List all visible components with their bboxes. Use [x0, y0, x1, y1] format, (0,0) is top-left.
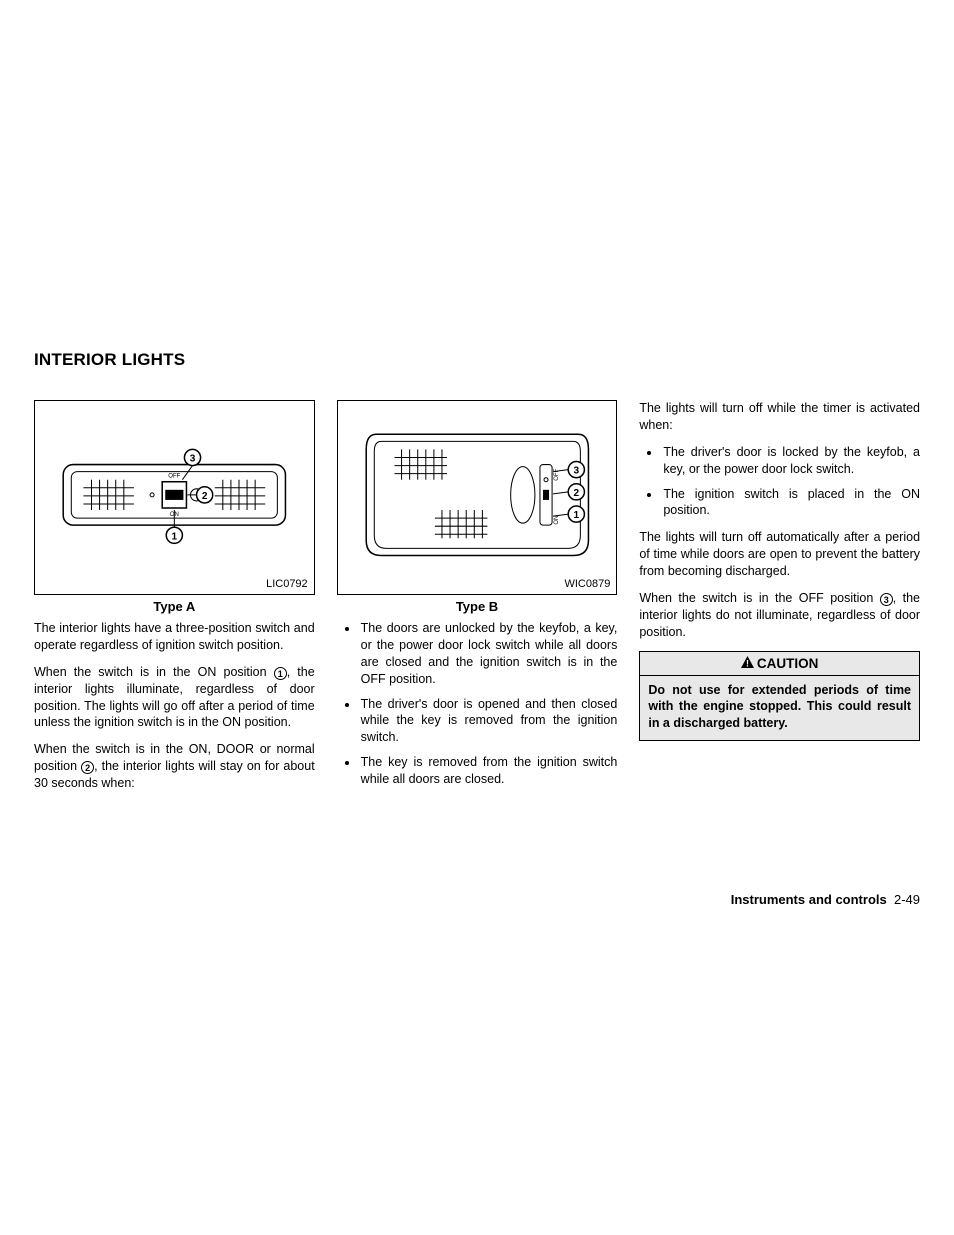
- section-title: INTERIOR LIGHTS: [34, 350, 920, 370]
- svg-text:1: 1: [172, 531, 178, 542]
- col2-list: The doors are unlocked by the keyfob, a …: [337, 620, 618, 788]
- circled-1-icon: 1: [274, 667, 287, 680]
- col3-list: The driver's door is locked by the keyfo…: [639, 444, 920, 520]
- col1-p2a: When the switch is in the ON position: [34, 665, 274, 679]
- footer-page: 2-49: [894, 892, 920, 907]
- caution-body: Do not use for extended periods of time …: [640, 676, 919, 741]
- svg-text:3: 3: [190, 454, 196, 465]
- svg-text:2: 2: [573, 488, 579, 499]
- col3-p3: When the switch is in the OFF position 3…: [639, 590, 920, 641]
- col2-b2: The driver's door is opened and then clo…: [359, 696, 618, 747]
- circled-2-icon: 2: [81, 761, 94, 774]
- svg-text:2: 2: [202, 491, 208, 502]
- svg-text:ON: ON: [554, 516, 560, 525]
- svg-text:3: 3: [573, 466, 579, 477]
- circled-3-icon: 3: [880, 593, 893, 606]
- figure-b-box: OFF ON 3 2 1 WIC0879: [337, 400, 618, 595]
- caution-heading-text: CAUTION: [757, 656, 819, 671]
- figure-a-box: OFF ON 3 2 1 LIC0792: [34, 400, 315, 595]
- col3-b2: The ignition switch is placed in the ON …: [661, 486, 920, 520]
- page-footer: Instruments and controls 2-49: [731, 892, 920, 907]
- col3-p2: The lights will turn off automatically a…: [639, 529, 920, 580]
- figure-b-svg: OFF ON 3 2 1: [346, 409, 609, 571]
- col3-p3a: When the switch is in the OFF position: [639, 591, 879, 605]
- figure-a-title: Type A: [34, 599, 315, 614]
- column-2: OFF ON 3 2 1 WIC0879 Type B The doors: [337, 400, 618, 802]
- label-off: OFF: [168, 474, 180, 480]
- col2-b1: The doors are unlocked by the keyfob, a …: [359, 620, 618, 688]
- col1-p3: When the switch is in the ON, DOOR or no…: [34, 741, 315, 792]
- column-3: The lights will turn off while the timer…: [639, 400, 920, 802]
- figure-b-code: WIC0879: [564, 578, 610, 590]
- svg-text:1: 1: [573, 510, 579, 521]
- svg-text:!: !: [746, 658, 749, 668]
- col3-p1: The lights will turn off while the timer…: [639, 400, 920, 434]
- manual-page: INTERIOR LIGHTS: [0, 0, 954, 802]
- col2-b3: The key is removed from the ignition swi…: [359, 754, 618, 788]
- col3-b1: The driver's door is locked by the keyfo…: [661, 444, 920, 478]
- col1-p2: When the switch is in the ON position 1,…: [34, 664, 315, 732]
- figure-a-code: LIC0792: [266, 578, 308, 590]
- figure-a-svg: OFF ON 3 2 1: [43, 409, 306, 571]
- three-column-layout: OFF ON 3 2 1 LIC0792 Type A The interior…: [34, 400, 920, 802]
- col1-p1: The interior lights have a three-positio…: [34, 620, 315, 654]
- caution-box: ! CAUTION Do not use for extended period…: [639, 651, 920, 742]
- caution-header: ! CAUTION: [640, 652, 919, 676]
- warning-triangle-icon: !: [741, 656, 754, 671]
- figure-b-title: Type B: [337, 599, 618, 614]
- column-1: OFF ON 3 2 1 LIC0792 Type A The interior…: [34, 400, 315, 802]
- footer-chapter: Instruments and controls: [731, 892, 887, 907]
- svg-text:OFF: OFF: [554, 468, 560, 480]
